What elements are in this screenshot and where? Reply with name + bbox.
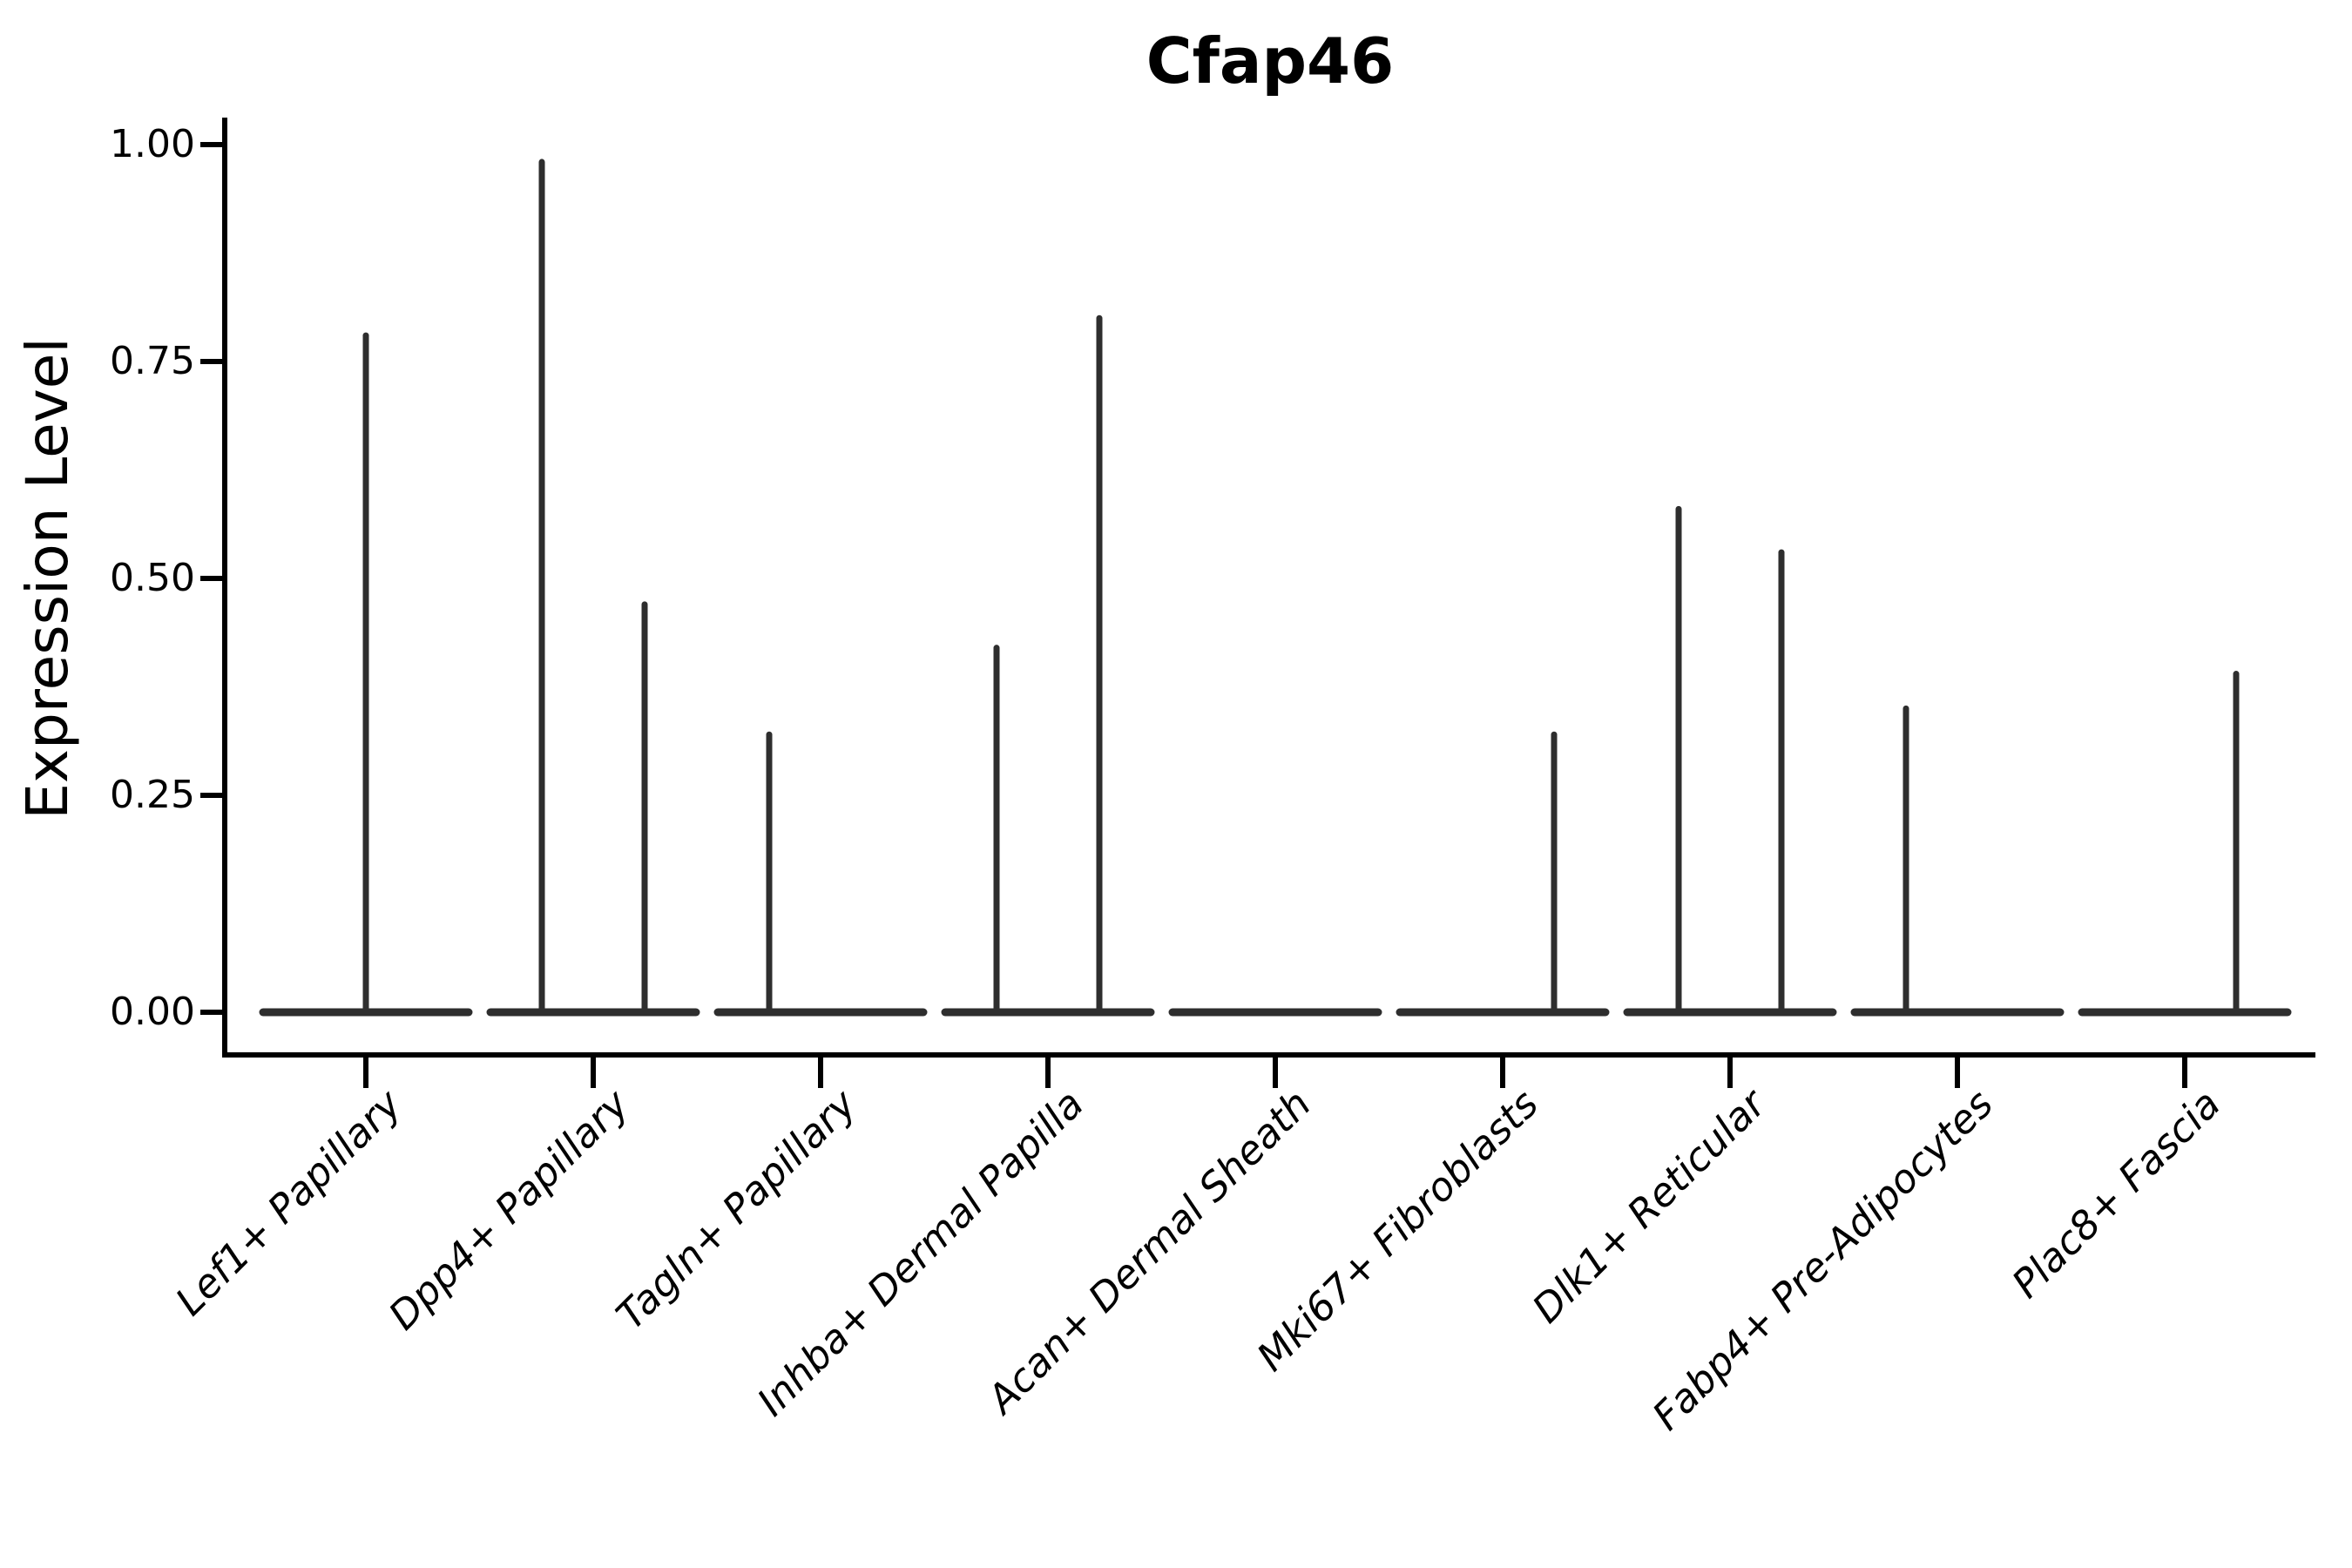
y-tick-label: 0.25 xyxy=(110,773,195,817)
y-tick-label: 0.00 xyxy=(110,990,195,1034)
chart-title: Cfap46 xyxy=(1146,24,1395,98)
y-tick-label: 1.00 xyxy=(110,122,195,166)
y-tick-label: 0.75 xyxy=(110,339,195,383)
y-tick-label: 0.50 xyxy=(110,556,195,600)
